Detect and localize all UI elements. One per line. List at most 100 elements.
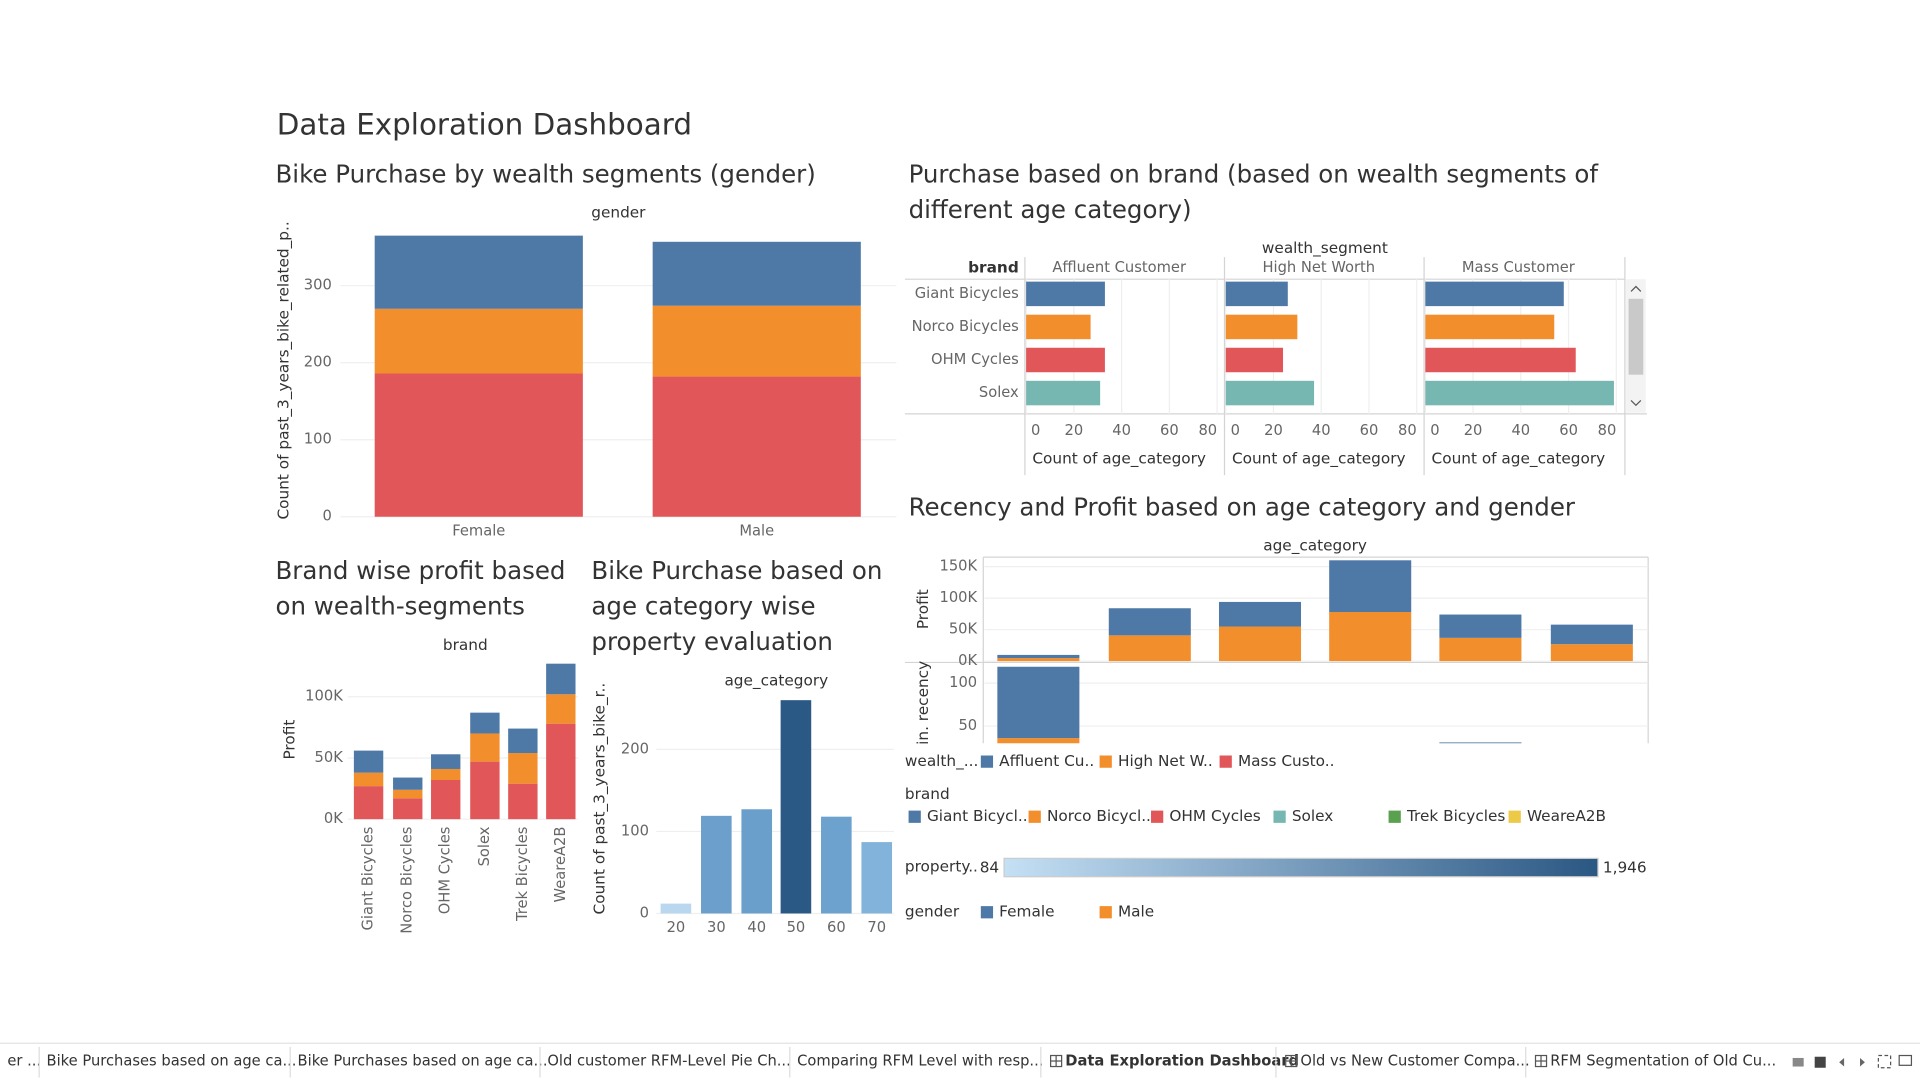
chart-title: Brand wise profit based on wealth-segmen… (275, 555, 566, 621)
bar-segment (546, 694, 576, 724)
bar-segment (1218, 601, 1302, 627)
bar-segment (374, 235, 583, 309)
y-tick-label: 100 (949, 674, 977, 691)
pane (997, 666, 1522, 744)
x-tick-label: Trek Bicycles (514, 827, 531, 923)
x-tick-label: 30 (707, 919, 726, 936)
x-tick-label: Norco Bicycles (399, 827, 416, 934)
bar-segment (393, 777, 423, 790)
legend-label: Norco Bicycl.. (1047, 807, 1151, 825)
bar-segment (1329, 612, 1412, 662)
bar (1026, 281, 1105, 307)
nav-prev[interactable] (1839, 1057, 1845, 1067)
nav-icon[interactable] (1877, 1054, 1892, 1069)
dashboard-title: Data Exploration Dashboard (277, 108, 692, 142)
legend-title: gender (905, 903, 960, 921)
row-header: brand (968, 259, 1019, 277)
row-label: Solex (979, 384, 1019, 401)
color-ramp (1003, 857, 1599, 878)
x-tick-label: 40 (1312, 422, 1331, 439)
bar-segment (431, 754, 461, 769)
bar (1026, 347, 1105, 373)
row-label: Giant Bicycles (915, 285, 1019, 302)
bar-segment (997, 666, 1080, 739)
legend-swatch (1151, 810, 1164, 823)
bar-segment (1218, 626, 1302, 662)
nav-icon[interactable] (1898, 1054, 1913, 1066)
legend-swatch (1099, 755, 1112, 768)
x-tick-label: 60 (1160, 422, 1179, 439)
tab[interactable]: Bike Purchases based on age ca... (47, 1053, 297, 1070)
column-header: age_category (1263, 537, 1367, 556)
y-tick-label: 0K (958, 652, 977, 669)
tab[interactable]: Bike Purchases based on age ca... (298, 1053, 548, 1070)
x-tick-label: 80 (1398, 422, 1417, 439)
y-tick-label: 100K (305, 688, 343, 705)
tab[interactable]: Old customer RFM-Level Pie Ch... (547, 1053, 790, 1070)
bar-segment (508, 728, 538, 754)
column-header: age_category (724, 671, 828, 690)
bar (1425, 314, 1555, 340)
column-header: brand (443, 636, 488, 654)
bar (1425, 281, 1564, 307)
bar (780, 700, 812, 914)
legend-swatch (980, 906, 994, 919)
tab[interactable]: er ... (7, 1053, 41, 1070)
tab[interactable]: RFM Segmentation of Old Cu... (1550, 1053, 1776, 1070)
scroll-down[interactable] (1630, 399, 1642, 407)
pane (997, 560, 1633, 662)
y-tick-label: 0 (322, 508, 331, 525)
bar-segment (1108, 635, 1191, 662)
bar-segment (431, 768, 461, 780)
x-tick-label: 60 (827, 919, 846, 936)
chart-title-box: Recency and Profit based on age category… (909, 492, 1575, 521)
bar (1026, 380, 1101, 406)
bar-segment (470, 733, 500, 762)
bar-segment (470, 761, 500, 820)
bar-segment (353, 750, 384, 773)
bar-segment (652, 241, 861, 306)
y-tick-label: 0 (640, 904, 649, 921)
bar-segment (546, 663, 576, 695)
scroll-thumb[interactable] (1628, 298, 1644, 375)
chart-title-box: Brand wise profit based on wealth-segmen… (275, 555, 566, 621)
bar (1425, 347, 1576, 373)
x-tick-label: 0 (1430, 422, 1439, 439)
chart-title-box: Bike Purchase based on age category wise… (591, 556, 882, 656)
x-tick-label: Female (452, 522, 505, 539)
bar (1026, 314, 1091, 340)
x-tick-label: 50 (787, 919, 806, 936)
y-axis-title: Profit (281, 720, 299, 760)
legend-swatch (1028, 810, 1041, 823)
bar (821, 816, 852, 914)
bar (1425, 380, 1614, 406)
bar-segment (1329, 560, 1412, 613)
y-tick-label: 300 (304, 277, 332, 294)
bar-segment (353, 786, 384, 820)
legend-label: Affluent Cu.. (999, 752, 1094, 770)
row-label: Norco Bicycles (912, 318, 1019, 335)
tab[interactable]: Comparing RFM Level with resp... (797, 1053, 1043, 1070)
legend-label: Giant Bicycl.. (927, 807, 1028, 825)
bar-segment (470, 712, 500, 734)
y-tick-label: 50 (958, 717, 977, 734)
tab[interactable]: Data Exploration Dashboard (1065, 1053, 1299, 1070)
facet-label: High Net Worth (1262, 259, 1375, 276)
nav-icon[interactable] (1814, 1056, 1826, 1068)
nav-icon[interactable] (1792, 1057, 1804, 1067)
x-tick-label: OHM Cycles (437, 827, 454, 915)
y-tick-label: 50K (949, 621, 978, 638)
bar-segment (431, 780, 461, 820)
facet-label: Affluent Customer (1052, 259, 1187, 276)
nav-next[interactable] (1860, 1057, 1865, 1067)
y-tick-label: 200 (621, 740, 649, 757)
bar (660, 903, 692, 914)
legend-title: wealth_... (905, 752, 978, 771)
tab[interactable]: Old vs New Customer Compa... (1300, 1053, 1529, 1070)
y-tick-label: 50K (315, 749, 344, 766)
scroll-up[interactable] (1630, 285, 1642, 292)
x-tick-label: 80 (1198, 422, 1217, 439)
legend-min: 84 (980, 859, 999, 877)
legend-title: property.. (905, 857, 978, 875)
